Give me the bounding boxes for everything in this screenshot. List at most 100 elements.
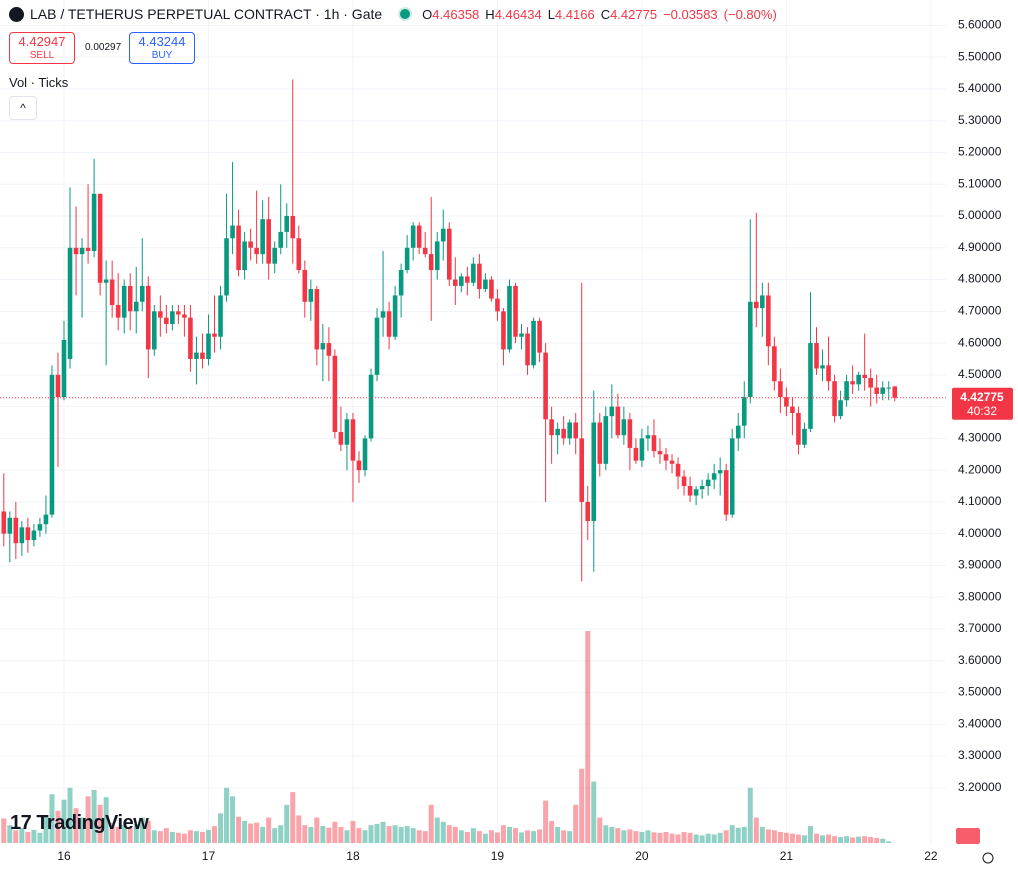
volume-bar — [362, 830, 368, 843]
volume-bar — [464, 831, 470, 843]
candle-body — [735, 425, 741, 439]
y-tick-label: 4.20000 — [958, 462, 1002, 476]
volume-bar — [567, 831, 573, 843]
candle-body — [513, 285, 518, 337]
volume-bar — [681, 831, 687, 843]
candle-body — [717, 470, 723, 474]
volume-bar — [555, 826, 561, 843]
candle-body — [723, 470, 729, 515]
volume-bar — [470, 828, 476, 843]
volume-bar — [832, 836, 838, 843]
y-tick-label: 3.40000 — [958, 716, 1002, 730]
volume-bar — [374, 823, 380, 843]
symbol-logo — [9, 6, 24, 22]
x-tick-label: 18 — [346, 849, 360, 863]
buy-button[interactable]: 4.43244 BUY — [129, 32, 195, 64]
y-tick-label: 4.10000 — [958, 494, 1002, 508]
candle-body — [7, 517, 13, 534]
candle-body — [49, 374, 55, 515]
candle-body — [79, 247, 85, 255]
candle-body — [651, 435, 657, 452]
candle-body — [483, 279, 488, 290]
candle-body — [705, 479, 711, 487]
y-tick-label: 4.90000 — [958, 240, 1002, 254]
volume-bar — [856, 836, 862, 843]
candle-body — [832, 381, 837, 417]
candle-body — [844, 381, 849, 401]
candle-body — [868, 378, 873, 388]
volume-bar — [145, 820, 151, 843]
candle-body — [489, 279, 494, 299]
volume-bar — [181, 833, 187, 843]
candle-body — [43, 514, 49, 525]
candle-body — [603, 416, 609, 464]
y-tick-label: 5.40000 — [958, 81, 1002, 95]
candle-body — [103, 279, 109, 283]
candle-body — [699, 486, 705, 490]
candle-body — [320, 343, 326, 350]
volume-bar — [506, 826, 512, 843]
volume-bar — [874, 837, 880, 843]
candle-body — [784, 397, 789, 407]
volume-bar — [729, 825, 735, 843]
volume-bar — [627, 829, 633, 843]
volume-bar — [693, 834, 699, 843]
volume-bar — [187, 830, 193, 843]
candle-body — [838, 400, 843, 417]
volume-bar — [886, 841, 892, 843]
candle-body — [639, 438, 645, 461]
candle-body — [188, 317, 193, 359]
volume-bar — [290, 792, 296, 843]
header: LAB / TETHERUS PERPETUAL CONTRACT · 1h ·… — [9, 6, 777, 22]
volume-bar — [356, 828, 362, 843]
collapse-button[interactable]: ^ — [9, 96, 37, 120]
x-tick-label: 21 — [780, 849, 794, 863]
y-tick-label: 5.20000 — [958, 145, 1002, 159]
volume-bar — [699, 835, 705, 843]
x-tick-label: 17 — [202, 849, 216, 863]
volume-bar — [783, 832, 789, 843]
volume-bar — [597, 817, 603, 843]
volume-bar — [753, 817, 759, 843]
candle-body — [657, 451, 663, 455]
volume-bar — [386, 826, 392, 843]
volume-bar — [771, 830, 777, 843]
volume-bar — [37, 832, 43, 843]
candle-body — [121, 285, 127, 318]
candle-body — [687, 486, 693, 496]
x-tick-label: 19 — [491, 849, 505, 863]
volume-bar — [266, 817, 272, 843]
volume-bar — [573, 804, 579, 843]
volume-bar — [31, 829, 37, 843]
candle-body — [459, 276, 464, 286]
candle-body — [416, 225, 422, 248]
volume-bar — [133, 823, 139, 843]
last-price-label: 4.42775 — [960, 390, 1004, 404]
candle-body — [760, 295, 765, 309]
candle-body — [693, 489, 699, 496]
y-tick-label: 3.20000 — [958, 780, 1002, 794]
candle-body — [766, 295, 771, 347]
candle-body — [133, 301, 139, 312]
ohlc-letter: O — [422, 6, 433, 22]
volume-bar — [296, 815, 302, 843]
candle-body — [344, 419, 350, 445]
candle-body — [266, 219, 271, 264]
volume-bar — [591, 781, 597, 843]
candle-body — [308, 289, 314, 302]
y-tick-label: 4.00000 — [958, 526, 1002, 540]
volume-bar — [350, 820, 356, 843]
volume-bar — [103, 797, 109, 843]
candle-body — [501, 311, 506, 350]
candle-body — [434, 241, 440, 271]
y-tick-label: 4.80000 — [958, 272, 1002, 286]
countdown: 40:32 — [967, 404, 997, 418]
volume-bar — [428, 804, 434, 843]
volume-bar — [844, 836, 850, 843]
volume-bar — [741, 826, 747, 843]
y-tick-label: 5.60000 — [958, 18, 1002, 32]
volume-bar — [807, 826, 813, 843]
candle-body — [356, 460, 362, 471]
candle-body — [747, 301, 753, 398]
sell-button[interactable]: 4.42947 SELL — [9, 32, 75, 64]
